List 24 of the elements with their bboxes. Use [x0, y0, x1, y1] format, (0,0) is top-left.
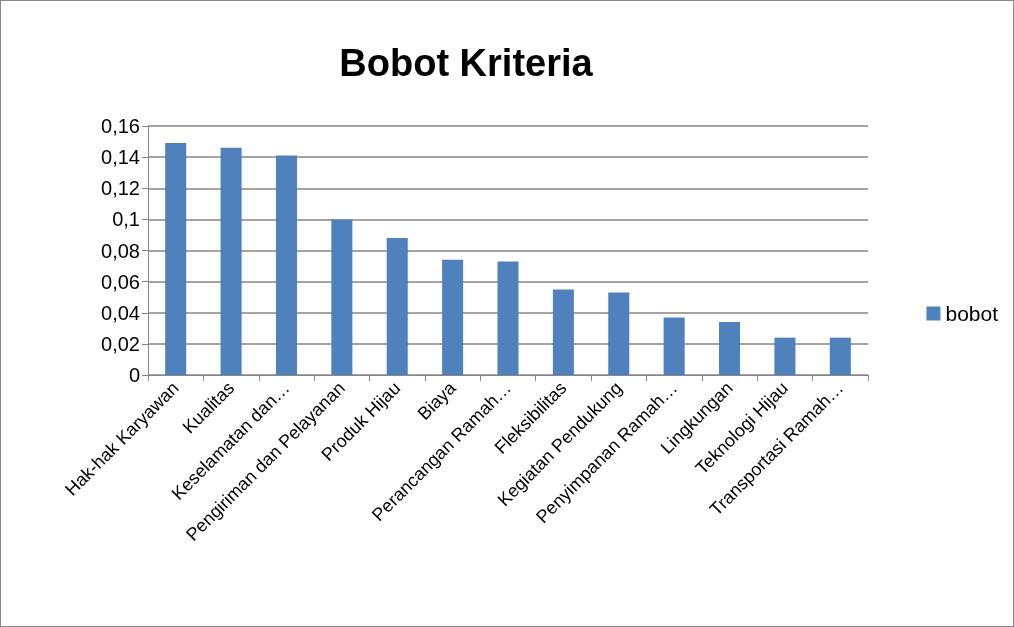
y-tick-label: 0,02 [101, 332, 140, 355]
bar [220, 147, 242, 375]
y-tick-label: 0,04 [101, 301, 140, 324]
y-tick-label: 0,16 [101, 115, 140, 137]
bar [608, 292, 630, 375]
bar [663, 317, 685, 375]
bar [442, 259, 464, 375]
chart-title: Bobot Kriteria [339, 42, 594, 84]
y-tick-label: 0,1 [112, 208, 140, 231]
bar [552, 289, 574, 375]
bar [331, 219, 353, 375]
bar [165, 143, 187, 375]
bar [386, 238, 408, 375]
y-tick-label: 0,08 [101, 239, 140, 262]
y-tick-label: 0,14 [101, 146, 140, 169]
bar [497, 261, 519, 375]
y-tick-label: 0,06 [101, 270, 140, 293]
bar [275, 155, 297, 375]
y-tick-label: 0,12 [101, 177, 140, 200]
y-tick-label: 0 [128, 364, 140, 386]
bar [774, 337, 796, 375]
bar [829, 337, 851, 375]
legend-label: bobot [945, 302, 999, 325]
bar [719, 322, 741, 375]
